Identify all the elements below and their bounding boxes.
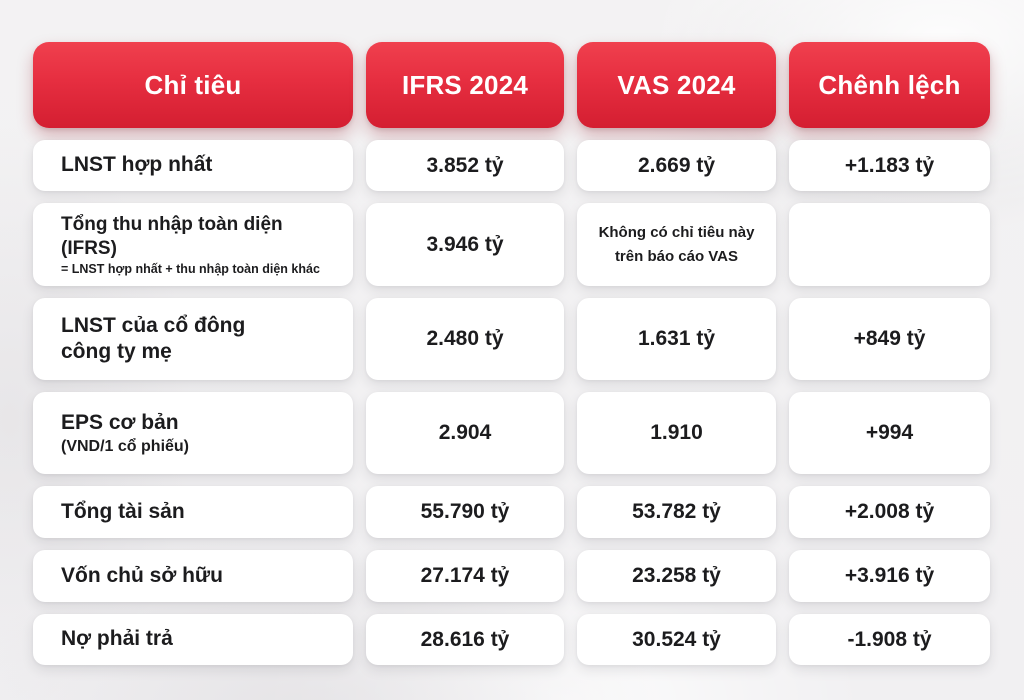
row-label: Tổng thu nhập toàn diện (IFRS): [61, 213, 283, 259]
row-label: EPS cơ bản: [61, 410, 179, 434]
ifrs-value: 55.790 tỷ: [420, 500, 510, 523]
vas-value-cell: 53.782 tỷ: [577, 486, 776, 538]
ifrs-value: 27.174 tỷ: [420, 564, 510, 587]
vas-value: 2.669 tỷ: [637, 153, 716, 177]
ifrs-value: 28.616 tỷ: [420, 627, 510, 651]
ifrs-value-cell: 2.904: [366, 392, 564, 474]
diff-value-cell: +2.008 tỷ: [789, 486, 990, 538]
vas-value-cell: 1.631 tỷ: [577, 298, 776, 380]
row-sublabel: = LNST hợp nhất + thu nhập toàn diện khá…: [61, 262, 320, 277]
ifrs-value-cell: 3.852 tỷ: [366, 140, 564, 191]
row-label-cell: Tổng thu nhập toàn diện (IFRS) = LNST hợ…: [33, 203, 353, 286]
comparison-table: Chỉ tiêu IFRS 2024 VAS 2024 Chênh lệch L…: [33, 42, 990, 665]
header-cell-ifrs-2024: IFRS 2024: [366, 42, 564, 128]
ifrs-value-cell: 2.480 tỷ: [366, 298, 564, 380]
vas-value-cell: 23.258 tỷ: [577, 550, 776, 602]
row-label-cell: Vốn chủ sở hữu: [33, 550, 353, 602]
diff-value: +849 tỷ: [853, 327, 926, 350]
vas-value: 23.258 tỷ: [632, 564, 721, 587]
header-cell-vas-2024: VAS 2024: [577, 42, 776, 128]
row-label: LNST của cổ đông công ty mẹ: [61, 313, 246, 363]
ifrs-value: 3.852 tỷ: [426, 153, 504, 177]
diff-value-cell: +3.916 tỷ: [789, 550, 990, 602]
row-label: LNST hợp nhất: [61, 153, 213, 177]
ifrs-value-cell: 28.616 tỷ: [366, 614, 564, 665]
row-label-cell: EPS cơ bản (VND/1 cổ phiếu): [33, 392, 353, 474]
vas-note: Không có chỉ tiêu này trên báo cáo VAS: [598, 224, 755, 265]
diff-value-cell: +849 tỷ: [789, 298, 990, 380]
vas-value: 1.910: [650, 421, 703, 444]
header-label: IFRS 2024: [401, 69, 529, 100]
vas-value: 53.782 tỷ: [632, 500, 721, 523]
ifrs-value-cell: 27.174 tỷ: [366, 550, 564, 602]
vas-value-cell: 30.524 tỷ: [577, 614, 776, 665]
diff-value-cell: +994: [789, 392, 990, 474]
row-label: Nợ phải trả: [61, 627, 173, 651]
row-label: Vốn chủ sở hữu: [61, 563, 223, 587]
ifrs-value: 2.904: [438, 421, 492, 444]
header-cell-chenh-lech: Chênh lệch: [789, 42, 990, 128]
vas-value: 30.524 tỷ: [632, 627, 721, 651]
ifrs-value: 3.946 tỷ: [426, 232, 504, 256]
diff-value-cell-empty: [789, 203, 990, 286]
vas-value-cell: 1.910: [577, 392, 776, 474]
diff-value: +1.183 tỷ: [844, 153, 935, 177]
diff-value: +2.008 tỷ: [844, 500, 935, 523]
vas-value: 1.631 tỷ: [637, 327, 716, 350]
vas-value-cell: 2.669 tỷ: [577, 140, 776, 191]
header-label: VAS 2024: [617, 69, 736, 100]
ifrs-value-cell: 3.946 tỷ: [366, 203, 564, 286]
row-label-cell: LNST hợp nhất: [33, 140, 353, 191]
header-label: Chỉ tiêu: [144, 69, 242, 100]
row-label-cell: Nợ phải trả: [33, 614, 353, 665]
header-cell-chi-tieu: Chỉ tiêu: [33, 42, 353, 128]
ifrs-value-cell: 55.790 tỷ: [366, 486, 564, 538]
row-label-cell: LNST của cổ đông công ty mẹ: [33, 298, 353, 380]
diff-value: +3.916 tỷ: [844, 564, 935, 587]
ifrs-value: 2.480 tỷ: [426, 327, 504, 350]
diff-value: +994: [865, 421, 914, 444]
row-sublabel: (VND/1 cổ phiếu): [61, 438, 190, 456]
diff-value: -1.908 tỷ: [847, 627, 932, 651]
diff-value-cell: +1.183 tỷ: [789, 140, 990, 191]
vas-note-cell: Không có chỉ tiêu này trên báo cáo VAS: [577, 203, 776, 286]
row-label: Tổng tài sản: [61, 499, 185, 523]
header-label: Chênh lệch: [818, 69, 961, 100]
row-label-cell: Tổng tài sản: [33, 486, 353, 538]
diff-value-cell: -1.908 tỷ: [789, 614, 990, 665]
